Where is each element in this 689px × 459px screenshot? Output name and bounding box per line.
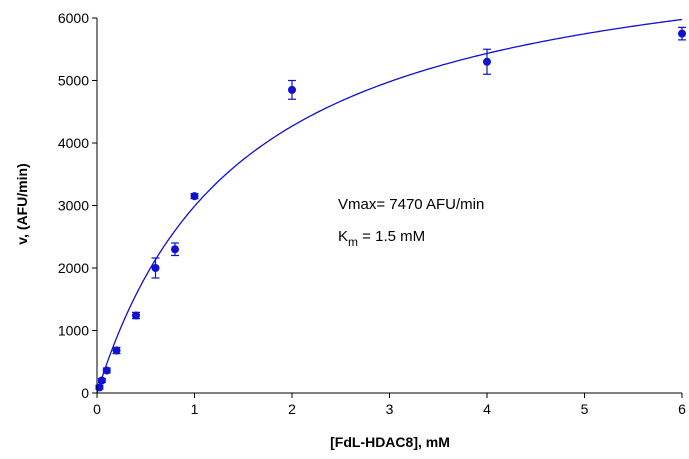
data-point	[288, 85, 296, 94]
data-point	[112, 346, 121, 355]
data-point	[678, 29, 686, 38]
x-axis: 0 1 2 3 4 5 6	[93, 392, 686, 417]
y-axis: 0 1000 2000 3000 4000 5000 6000	[58, 10, 98, 401]
fit-annotation: Vmax= 7470 AFU/min Km = 1.5 mM	[338, 196, 484, 249]
fit-curve-layer	[96, 18, 683, 394]
vmax-annotation: Vmax= 7470 AFU/min	[338, 196, 484, 213]
x-ticks: 0 1 2 3 4 5 6	[93, 393, 686, 417]
x-tick-label: 2	[288, 401, 296, 417]
km-subscript: m	[348, 235, 358, 249]
data-point	[132, 311, 140, 320]
y-ticks: 0 1000 2000 3000 4000 5000 6000	[58, 10, 97, 401]
data-point	[483, 57, 491, 66]
fit-curve	[96, 18, 683, 394]
y-tick-label: 4000	[58, 135, 89, 151]
data-point	[97, 376, 106, 385]
y-tick-label: 0	[81, 385, 89, 401]
y-axis-title: v, (AFU/min)	[14, 163, 30, 244]
y-tick-label: 5000	[58, 73, 89, 89]
data-point	[102, 366, 111, 375]
x-tick-label: 5	[581, 401, 589, 417]
y-tick-label: 6000	[58, 10, 89, 26]
data-point	[171, 245, 179, 254]
x-tick-label: 3	[386, 401, 394, 417]
y-tick-label: 2000	[58, 260, 89, 276]
km-annotation: Km = 1.5 mM	[338, 228, 425, 249]
y-tick-label: 1000	[58, 323, 89, 339]
x-tick-label: 4	[483, 401, 491, 417]
x-tick-label: 6	[678, 401, 686, 417]
x-tick-label: 1	[191, 401, 199, 417]
x-tick-label: 0	[93, 401, 101, 417]
km-symbol: K	[338, 228, 348, 245]
km-value: = 1.5 mM	[358, 228, 425, 245]
y-tick-label: 3000	[58, 198, 89, 214]
x-axis-title: [FdL-HDAC8], mM	[330, 434, 450, 450]
data-point	[151, 264, 160, 272]
data-point	[190, 192, 199, 201]
data-points	[95, 29, 686, 392]
